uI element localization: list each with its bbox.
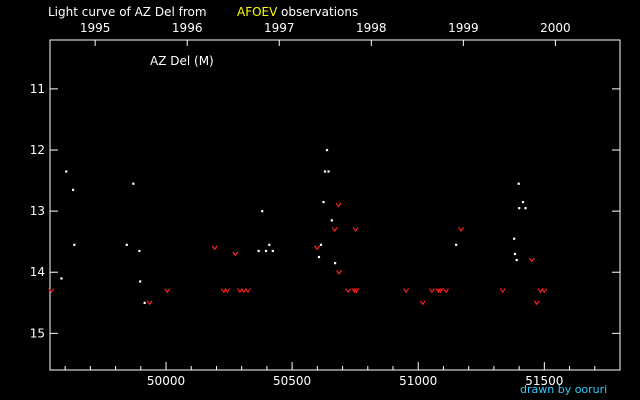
fainter-than-point xyxy=(345,288,352,294)
fainter-than-point xyxy=(419,300,426,306)
fainter-than-point xyxy=(224,288,231,294)
fainter-than-point xyxy=(336,269,343,275)
year-tick-label: 1999 xyxy=(448,21,479,35)
fainter-than-point xyxy=(211,245,218,251)
year-tick-label: 1997 xyxy=(264,21,295,35)
fainter-than-point xyxy=(437,288,444,294)
observation-point xyxy=(327,170,330,173)
year-tick-label: 1998 xyxy=(356,21,387,35)
fainter-than-point xyxy=(314,245,321,251)
observation-point xyxy=(264,249,268,253)
observation-point xyxy=(138,249,141,253)
y-tick-label: 12 xyxy=(30,143,45,157)
fainter-than-point xyxy=(528,257,535,263)
x-tick-label: 51000 xyxy=(399,374,437,388)
observation-point xyxy=(518,207,521,210)
y-tick-label: 15 xyxy=(30,326,45,340)
fainter-than-point xyxy=(48,288,55,294)
axes: 50000 50500 51000 51500 1995 1996 1997 1998 1999… xyxy=(30,21,620,388)
observation-point xyxy=(319,243,323,246)
year-tick-label: 1995 xyxy=(80,21,111,35)
fainter-than-point xyxy=(146,300,153,306)
observation-point xyxy=(521,200,525,204)
observation-point xyxy=(125,243,128,246)
observation-point xyxy=(73,243,76,246)
fainter-than-point xyxy=(499,288,506,294)
year-tick-label: 1996 xyxy=(172,21,203,35)
observation-point xyxy=(139,280,142,283)
title-prefix: Light curve of AZ Del from xyxy=(48,5,207,19)
observation-point xyxy=(334,262,337,265)
observation-point xyxy=(330,219,333,222)
credit-text: drawn by ooruri xyxy=(520,383,607,396)
fainter-than-point xyxy=(244,288,251,294)
star-label: AZ Del (M) xyxy=(150,54,214,68)
fainter-than-point xyxy=(353,288,360,294)
fainter-than-point xyxy=(331,227,338,232)
observation-point xyxy=(455,243,458,246)
data-marks xyxy=(48,149,548,306)
fainter-than-point xyxy=(458,227,465,232)
observation-point xyxy=(323,170,327,173)
observation-point xyxy=(322,200,325,204)
observation-point xyxy=(517,182,520,185)
plot-frame xyxy=(49,39,621,371)
fainter-than-point xyxy=(335,202,342,208)
fainter-than-point xyxy=(428,288,435,294)
observation-point xyxy=(513,237,516,240)
y-tick-label: 14 xyxy=(30,265,45,279)
fainter-than-point xyxy=(533,300,540,306)
observation-point xyxy=(60,277,63,280)
observation-point xyxy=(143,301,146,304)
observation-point xyxy=(268,243,271,246)
fainter-than-point xyxy=(442,288,449,294)
fainter-than-point xyxy=(403,288,410,294)
fainter-than-point xyxy=(351,288,358,294)
title-source: AFOEV xyxy=(237,5,278,19)
observation-point xyxy=(271,249,274,253)
observation-point xyxy=(317,255,321,259)
fainter-than-point xyxy=(352,227,359,232)
title-suffix: observations xyxy=(281,5,358,19)
observation-point xyxy=(261,210,264,213)
observation-point xyxy=(524,207,527,210)
fainter-than-point xyxy=(435,288,442,294)
fainter-than-point xyxy=(541,288,548,294)
observation-point xyxy=(325,149,329,152)
x-tick-label: 50500 xyxy=(273,374,311,388)
chart-title: Light curve of AZ Del from AFOEV observa… xyxy=(48,5,358,19)
x-tick-label: 50000 xyxy=(147,374,185,388)
observation-point xyxy=(515,259,518,262)
year-tick-label: 2000 xyxy=(540,21,571,35)
observation-point xyxy=(513,252,517,256)
observation-point xyxy=(65,170,68,173)
observation-point xyxy=(71,188,75,191)
observation-point xyxy=(257,249,260,253)
y-tick-label: 11 xyxy=(30,82,45,96)
fainter-than-point xyxy=(232,251,239,257)
fainter-than-point xyxy=(164,288,171,294)
y-tick-label: 13 xyxy=(30,204,45,218)
fainter-than-point xyxy=(240,288,247,294)
observation-point xyxy=(132,182,135,185)
x-tick-label: 51500 xyxy=(525,374,563,388)
